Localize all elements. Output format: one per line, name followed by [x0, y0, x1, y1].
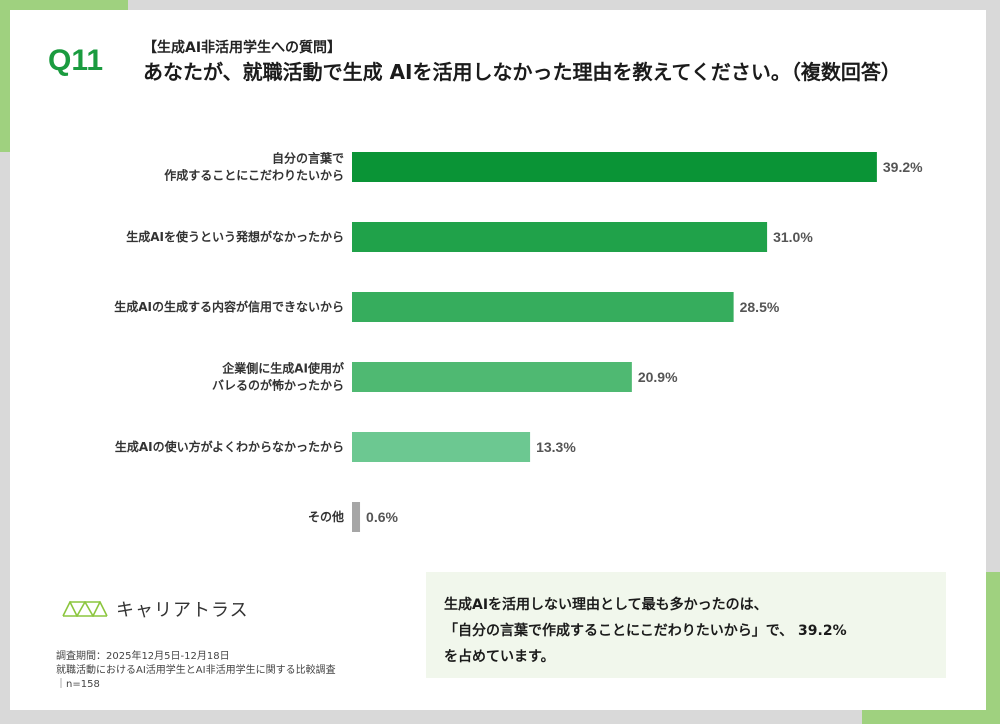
- accent-bar-right: [986, 572, 1000, 724]
- bar: [352, 222, 768, 252]
- value-label: 39.2%: [883, 159, 923, 175]
- value-label: 13.3%: [536, 439, 576, 455]
- category-label: 生成AIの生成する内容が信用できないから: [114, 299, 344, 314]
- accent-bar-bottom-right: [862, 710, 1000, 724]
- accent-bar-top-left: [0, 0, 128, 10]
- summary-callout: 生成AIを活用しない理由として最も多かったのは、 「自分の言葉で作成することにこ…: [426, 572, 946, 678]
- brand-name: キャリアトラス: [116, 600, 249, 621]
- bar-chart: 自分の言葉で作成することにこだわりたいから 39.2% 生成AIを使うという発想がな…: [114, 151, 923, 532]
- callout-line-2: 「自分の言葉で作成することにこだわりたいから」で、 39.2%: [444, 623, 847, 639]
- question-subtitle: 【生成AI非活用学生への質問】: [143, 40, 342, 56]
- slide-card: Q11 【生成AI非活用学生への質問】 あなたが、就職活動で生成 AIを活用しな…: [10, 10, 986, 710]
- callout-line-3: を占めています。: [444, 649, 555, 665]
- survey-footnote: 調査期間：2025年12月5日-12月18日 就職活動におけるAI活用学生とAI…: [56, 650, 336, 692]
- value-label: 31.0%: [773, 229, 813, 245]
- category-label: 企業側に生成AI使用が: [221, 361, 344, 376]
- survey-sample-size: ｜n=158: [56, 679, 100, 690]
- truss-logo-icon: [62, 601, 108, 617]
- category-label: 作成することにこだわりたいから: [164, 168, 344, 183]
- bar-row: その他 0.6%: [308, 502, 398, 532]
- value-label: 28.5%: [740, 299, 780, 315]
- bar: [352, 432, 531, 462]
- category-label: バレるのが怖かったから: [212, 378, 344, 393]
- bar: [352, 152, 877, 182]
- category-label: 自分の言葉で: [272, 151, 344, 166]
- bar: [352, 502, 361, 532]
- bar: [352, 362, 632, 392]
- callout-line-1: 生成AIを活用しない理由として最も多かったのは、: [444, 597, 768, 613]
- value-label: 20.9%: [638, 369, 678, 385]
- bar-row: 生成AIの生成する内容が信用できないから 28.5%: [114, 292, 780, 322]
- category-label: その他: [308, 509, 344, 524]
- brand-logo: キャリアトラス: [62, 596, 249, 622]
- question-number: Q11: [48, 44, 104, 77]
- bar-row: 自分の言葉で作成することにこだわりたいから 39.2%: [164, 151, 923, 183]
- category-label: 生成AIの使い方がよくわからなかったから: [115, 439, 344, 454]
- accent-bar-left: [0, 0, 10, 152]
- question-title: あなたが、就職活動で生成 AIを活用しなかった理由を教えてください。（複数回答）: [143, 60, 901, 84]
- bar: [352, 292, 734, 322]
- bar-row: 生成AIを使うという発想がなかったから 31.0%: [126, 222, 813, 252]
- bar-row: 生成AIの使い方がよくわからなかったから 13.3%: [115, 432, 576, 462]
- value-label: 0.6%: [366, 509, 398, 525]
- survey-period: 調査期間：2025年12月5日-12月18日: [56, 651, 230, 662]
- survey-name: 就職活動におけるAI活用学生とAI非活用学生に関する比較調査: [56, 665, 336, 676]
- category-label: 生成AIを使うという発想がなかったから: [126, 229, 344, 244]
